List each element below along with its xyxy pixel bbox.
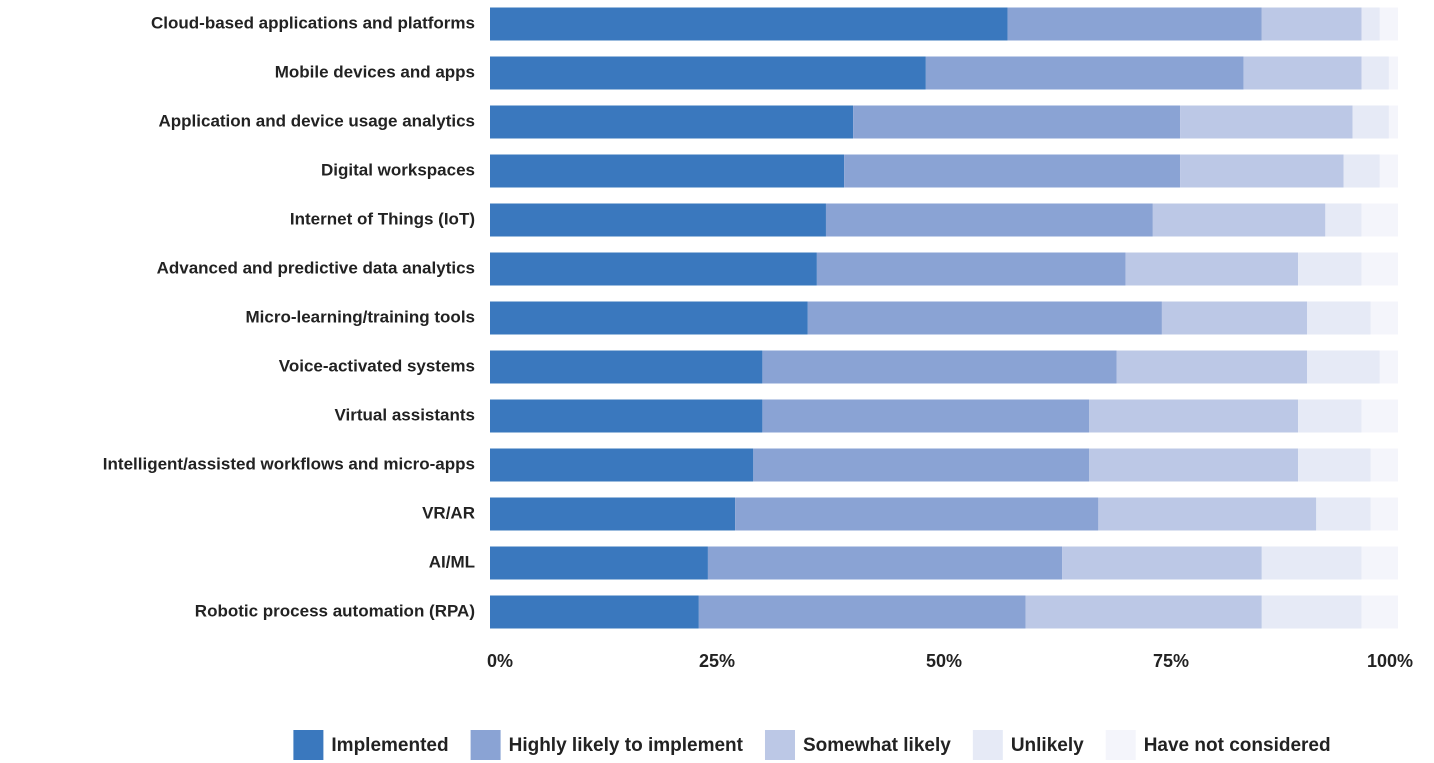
bar-segment xyxy=(1298,399,1362,433)
bar-segment xyxy=(1180,154,1344,188)
bar-segment xyxy=(1152,203,1326,237)
bar-segment xyxy=(1388,56,1398,90)
bar-segment xyxy=(490,56,926,90)
category-label: Voice-activated systems xyxy=(279,356,475,375)
bar-segment xyxy=(490,203,826,237)
category-label: Internet of Things (IoT) xyxy=(290,209,475,228)
legend-swatch xyxy=(470,730,501,760)
bar-segment xyxy=(698,595,1026,629)
bar-segment xyxy=(1307,301,1371,335)
legend-label: Highly likely to implement xyxy=(509,735,744,756)
bar-segment xyxy=(1098,497,1317,531)
bar-segment xyxy=(1180,105,1353,139)
category-label: Digital workspaces xyxy=(321,160,475,179)
bar-segment xyxy=(1379,350,1398,384)
bar-segment xyxy=(1343,154,1380,188)
bar-segment xyxy=(1261,7,1362,41)
bar-segment xyxy=(1116,350,1308,384)
bar-segment xyxy=(1089,399,1299,433)
category-label: Application and device usage analytics xyxy=(159,111,476,130)
bar-segment xyxy=(1361,252,1398,286)
bar-segment xyxy=(807,301,1162,335)
bar-segment xyxy=(1307,350,1380,384)
bar-segment xyxy=(1316,497,1371,531)
category-label: AI/ML xyxy=(429,552,475,571)
legend-label: Unlikely xyxy=(1011,735,1084,756)
bar-segment xyxy=(1370,497,1398,531)
x-tick-label: 50% xyxy=(926,651,962,671)
bar-segment xyxy=(1361,203,1398,237)
bar-segment xyxy=(1379,7,1398,41)
bar-segment xyxy=(490,448,754,482)
category-label: Micro-learning/training tools xyxy=(245,307,475,326)
legend-swatch xyxy=(972,730,1003,760)
bar-segment xyxy=(1361,595,1398,629)
bar-segment xyxy=(707,546,1063,580)
category-label: Cloud-based applications and platforms xyxy=(151,13,475,32)
x-tick-label: 0% xyxy=(487,651,513,671)
category-label: Robotic process automation (RPA) xyxy=(195,601,475,620)
legend-label: Somewhat likely xyxy=(803,735,951,756)
bar-segment xyxy=(490,105,854,139)
bar-segment xyxy=(1007,7,1262,41)
bar-segment xyxy=(490,497,736,531)
bar-segment xyxy=(844,154,1181,188)
legend-swatch xyxy=(293,730,324,760)
legend-swatch xyxy=(1105,730,1136,760)
bar-segment xyxy=(1125,252,1299,286)
bar-segment xyxy=(1352,105,1389,139)
bar-segment xyxy=(1062,546,1262,580)
bar-segment xyxy=(1298,252,1362,286)
bar-segment xyxy=(1325,203,1362,237)
bar-segment xyxy=(490,301,808,335)
bar-segment xyxy=(1370,448,1398,482)
bar-segment xyxy=(735,497,1099,531)
bar-segment xyxy=(490,252,817,286)
legend-label: Have not considered xyxy=(1144,735,1331,756)
bar-segment xyxy=(1298,448,1371,482)
bar-segment xyxy=(816,252,1126,286)
bar-segment xyxy=(1361,546,1398,580)
legend-swatch xyxy=(764,730,795,760)
bar-segment xyxy=(490,399,763,433)
bar-segment xyxy=(753,448,1090,482)
bar-segment xyxy=(1243,56,1362,90)
bar-segment xyxy=(490,7,1008,41)
category-label: Intelligent/assisted workflows and micro… xyxy=(103,454,475,473)
category-label: Virtual assistants xyxy=(335,405,475,424)
bar-segment xyxy=(1161,301,1308,335)
bar-segment xyxy=(925,56,1244,90)
x-tick-label: 25% xyxy=(699,651,735,671)
bar-segment xyxy=(1361,7,1380,41)
bar-segment xyxy=(762,399,1090,433)
bar-segment xyxy=(1361,399,1398,433)
bar-segment xyxy=(1261,546,1362,580)
bar-segment xyxy=(762,350,1117,384)
x-tick-label: 75% xyxy=(1153,651,1189,671)
bar-segment xyxy=(1025,595,1262,629)
bar-segment xyxy=(490,350,763,384)
bar-segment xyxy=(490,546,708,580)
legend-label: Implemented xyxy=(331,735,448,756)
bar-segment xyxy=(1361,56,1389,90)
bar-segment xyxy=(490,595,699,629)
bar-segment xyxy=(853,105,1181,139)
bar-segment xyxy=(1379,154,1398,188)
category-label: Mobile devices and apps xyxy=(275,62,475,81)
category-label: Advanced and predictive data analytics xyxy=(157,258,475,277)
category-label: VR/AR xyxy=(422,503,475,522)
bar-segment xyxy=(1388,105,1398,139)
bar-segment xyxy=(1089,448,1299,482)
bar-segment xyxy=(825,203,1153,237)
bar-segment xyxy=(1261,595,1362,629)
bar-segment xyxy=(490,154,845,188)
x-tick-label: 100% xyxy=(1367,651,1413,671)
bar-segment xyxy=(1370,301,1398,335)
